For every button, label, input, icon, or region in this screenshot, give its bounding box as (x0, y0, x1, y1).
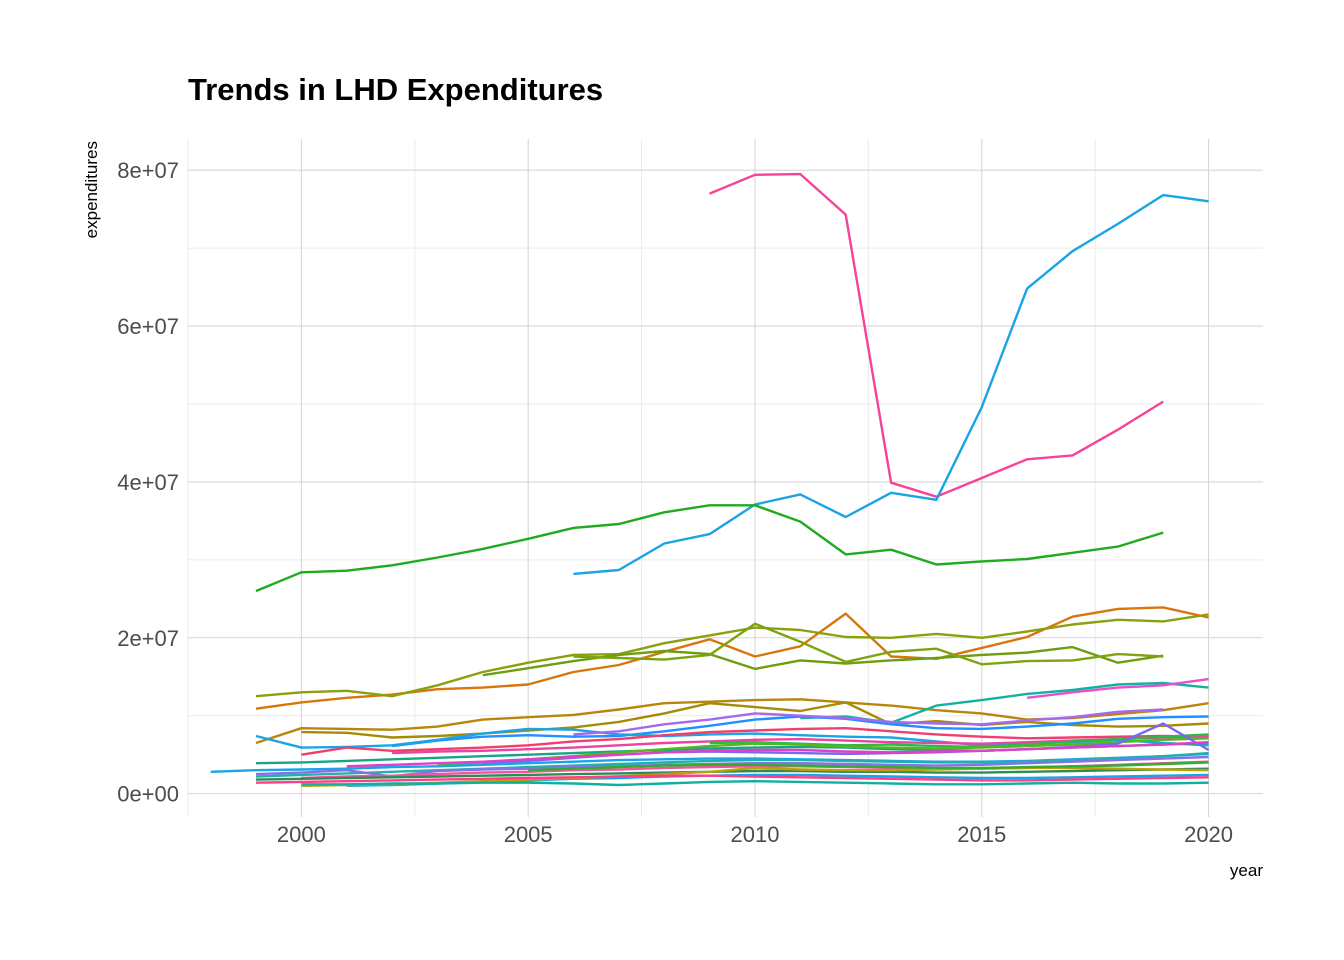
series-lines (210, 172, 1210, 787)
y-tick-label: 2e+07 (117, 626, 179, 651)
x-tick-label: 2020 (1184, 822, 1233, 847)
series-line-29 (301, 780, 1209, 787)
y-tick-label: 0e+00 (117, 782, 179, 807)
series-line-3 (255, 504, 1164, 593)
series-line-26 (255, 767, 1209, 781)
series-line-30 (255, 774, 1209, 784)
series-line-1 (709, 172, 1164, 498)
series-line-21 (346, 741, 1209, 768)
series-line-23 (255, 751, 1209, 778)
series-line-14 (573, 708, 1164, 736)
chart-title: Trends in LHD Expenditures (188, 72, 604, 107)
x-tick-label: 2005 (504, 822, 553, 847)
x-tick-label: 2015 (957, 822, 1006, 847)
y-tick-label: 8e+07 (117, 158, 179, 183)
x-tick-label: 2010 (731, 822, 780, 847)
y-tick-label: 4e+07 (117, 470, 179, 495)
series-line-7 (573, 622, 1164, 666)
x-tick-label: 2000 (277, 822, 326, 847)
series-line-15 (301, 727, 1209, 756)
y-axis-title: expenditures (82, 141, 101, 238)
x-axis-title: year (1230, 861, 1263, 880)
grid (187, 139, 1263, 817)
y-axis-ticks: 0e+00 2e+07 4e+07 6e+07 8e+07 (117, 158, 179, 806)
series-line-5 (255, 613, 1209, 698)
x-axis-ticks: 2000 2005 2010 2015 2020 (277, 822, 1233, 847)
series-line-31 (528, 761, 1209, 772)
series-line-10 (1026, 677, 1209, 699)
y-tick-label: 6e+07 (117, 314, 179, 339)
series-line-2 (573, 193, 1209, 576)
